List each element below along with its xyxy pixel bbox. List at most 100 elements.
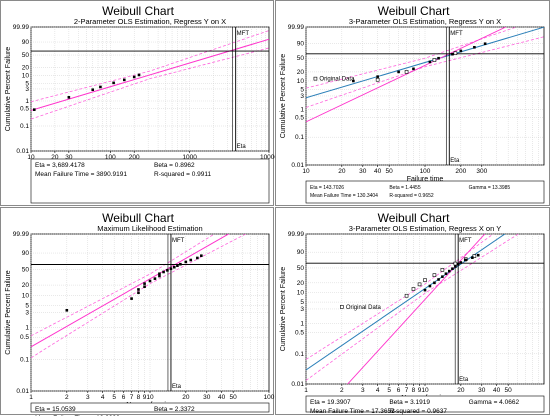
data-point (200, 254, 203, 258)
stat-entry: Gamma = 4.0662 (469, 399, 520, 406)
y-tick-label: 20 (22, 64, 30, 71)
x-tick-label: 1 (304, 387, 308, 394)
x-tick-label: 5 (387, 387, 391, 394)
y-tick-label: 0.5 (295, 330, 304, 337)
stats-box (305, 395, 545, 413)
stat-entry: Gamma = 13.3985 (469, 185, 511, 191)
y-tick-label: 50 (22, 52, 30, 59)
stat-entry: Beta = 0.8962 (154, 162, 195, 169)
data-point (476, 253, 480, 257)
data-point (143, 282, 146, 285)
y-tick-label: 1 (25, 325, 29, 332)
chart-title: Weibull Chart (378, 211, 450, 225)
y-tick-label: 90 (297, 41, 305, 48)
x-tick-label: 6 (122, 394, 126, 401)
data-point (352, 79, 355, 83)
data-point (428, 284, 432, 288)
stat-entry: Mean Failure Time = 3890.9191 (35, 171, 127, 178)
chart-title: Weibull Chart (378, 4, 450, 18)
x-tick-label: 7 (130, 394, 134, 401)
stat-entry: Mean Failure Time = 17.3652 (310, 408, 395, 415)
data-point (130, 297, 133, 300)
stat-entry: Beta = 2.3372 (154, 406, 195, 413)
data-point (397, 70, 400, 74)
y-tick-label: 0.01 (291, 162, 304, 169)
stat-entry: Eta = 3,689.4178 (35, 162, 85, 169)
x-tick-label: 100 (264, 394, 275, 401)
x-tick-label: 2 (65, 394, 69, 401)
data-point (189, 258, 193, 262)
stat-entry: R-squared = 0.9652 (389, 193, 434, 199)
y-tick-label: 90 (22, 39, 30, 46)
data-point (451, 52, 454, 56)
y-tick-label: 0.5 (20, 334, 29, 341)
y-axis-label: Cumulative Percent Failure (280, 267, 287, 352)
x-tick-label: 1 (29, 394, 33, 401)
data-point (65, 308, 69, 312)
y-axis-label: Cumulative Percent Failure (5, 270, 12, 355)
data-point (172, 265, 176, 269)
x-tick-label: 50 (386, 168, 394, 175)
eta-label: Eta (237, 144, 247, 150)
data-point (91, 88, 95, 92)
data-point (137, 291, 140, 295)
original-data-point (423, 278, 427, 282)
weibull-panel-top-left: Weibull Chart 2-Parameter OLS Estimation,… (0, 0, 275, 206)
x-tick-label: 50 (230, 394, 238, 401)
y-tick-label: 1 (300, 321, 304, 328)
data-point (132, 75, 136, 79)
confidence-band (306, 27, 518, 89)
x-tick-label: 10000 (260, 154, 275, 161)
y-tick-label: 50 (297, 265, 305, 272)
original-data-point (411, 287, 416, 291)
chart-subtitle: Maximum Likelihood Estimation (97, 224, 202, 233)
x-tick-label: 30 (359, 168, 367, 175)
x-tick-label: 300 (476, 168, 487, 175)
x-tick-label: 10 (421, 387, 429, 394)
data-point (137, 73, 141, 77)
data-point (196, 256, 199, 260)
y-tick-label: 10 (297, 78, 305, 85)
fit-line (306, 234, 506, 371)
stat-entry: Eta = 19.3907 (310, 399, 351, 406)
x-tick-label: 100 (420, 168, 431, 175)
mft-label: MFT (172, 238, 185, 244)
data-point (32, 108, 36, 111)
x-tick-label: 8 (412, 387, 416, 394)
eta-label: Eta (450, 158, 460, 164)
x-tick-label: 6 (397, 387, 401, 394)
stats-box (305, 180, 545, 204)
data-point (179, 262, 182, 266)
original-data-point (404, 70, 409, 74)
data-point (158, 274, 161, 278)
data-point (184, 260, 188, 264)
x-tick-label: 9 (418, 387, 422, 394)
x-tick-label: 40 (493, 387, 501, 394)
x-tick-label: 100 (105, 154, 116, 161)
data-point (423, 288, 427, 292)
y-tick-label: 5 (25, 80, 29, 87)
data-point (112, 81, 115, 85)
x-tick-label: 20 (338, 168, 346, 175)
original-data-point (440, 268, 445, 272)
stat-entry: Mean Failure Time = 130.3404 (310, 193, 378, 199)
stat-entry: Eta = 143.7026 (310, 185, 344, 191)
y-tick-label: 99.99 (13, 24, 30, 31)
data-point (158, 272, 161, 276)
y-tick-label: 90 (297, 249, 305, 256)
x-tick-label: 200 (129, 154, 140, 161)
y-tick-label: 5 (300, 87, 304, 94)
original-data-point (340, 305, 344, 309)
x-tick-label: 50 (505, 387, 513, 394)
confidence-band (306, 36, 544, 108)
x-tick-label: 4 (376, 387, 380, 394)
y-tick-label: 1 (25, 98, 29, 105)
data-point (162, 270, 165, 274)
y-tick-label: 50 (22, 267, 30, 274)
original-data-point (432, 273, 437, 277)
plot-content (31, 27, 269, 151)
